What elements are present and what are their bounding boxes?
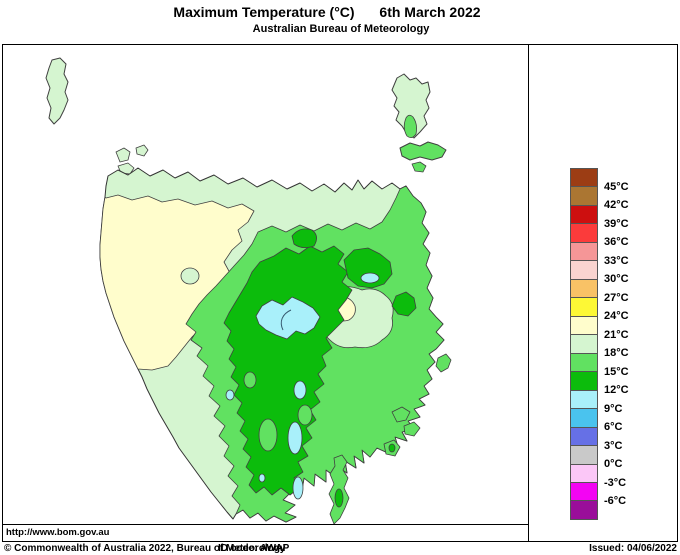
legend-label: 21°C <box>604 328 629 341</box>
legend-swatch <box>570 278 598 299</box>
legend-swatch <box>570 297 598 317</box>
legend-label: -6°C <box>604 495 627 508</box>
legend-swatch <box>570 408 598 428</box>
footer-copyright: © Commonwealth of Australia 2022, Bureau… <box>4 543 286 554</box>
legend-label: 6°C <box>604 421 623 434</box>
legend-label: 15°C <box>604 365 629 378</box>
legend-swatch <box>570 463 598 483</box>
url-box: http://www.bom.gov.au <box>2 524 528 540</box>
legend-divider <box>528 44 529 541</box>
legend-labels: 45°C 42°C 39°C 36°C 33°C 30°C 27°C 24°C 21°C 18°C… <box>604 168 649 520</box>
legend-label: 42°C <box>604 199 629 212</box>
legend-label: 18°C <box>604 347 629 360</box>
footer-id-code: ID code: AWAP <box>218 543 290 554</box>
legend-swatch <box>570 371 598 391</box>
legend-label: 3°C <box>604 439 623 452</box>
legend-label: -3°C <box>604 476 627 489</box>
page-title: Maximum Temperature (°C) <box>173 4 355 20</box>
legend-label: 9°C <box>604 402 623 415</box>
legend-swatch <box>570 445 598 465</box>
legend-label: 45°C <box>604 180 629 193</box>
legend-label: 30°C <box>604 273 629 286</box>
page-title-date: 6th March 2022 <box>379 4 481 20</box>
legend-swatch <box>570 241 598 262</box>
legend-swatch <box>570 389 598 410</box>
legend-swatch <box>570 260 598 280</box>
legend-swatch <box>570 481 598 502</box>
legend-swatch <box>570 186 598 206</box>
legend-swatch <box>570 334 598 354</box>
legend-swatch <box>570 352 598 373</box>
legend-label: 27°C <box>604 291 629 304</box>
legend-label: 0°C <box>604 458 623 471</box>
legend-swatch <box>570 223 598 243</box>
legend-label: 36°C <box>604 236 629 249</box>
legend-swatch <box>570 500 598 520</box>
legend-label: 12°C <box>604 384 629 397</box>
legend-swatch <box>570 315 598 336</box>
legend-label: 39°C <box>604 217 629 230</box>
legend-swatch <box>570 168 598 188</box>
legend-swatch <box>570 426 598 447</box>
legend-swatch <box>570 204 598 225</box>
bom-url: http://www.bom.gov.au <box>6 527 110 538</box>
page-subtitle: Australian Bureau of Meteorology <box>252 23 430 35</box>
legend-label: 33°C <box>604 254 629 267</box>
legend-label: 24°C <box>604 310 629 323</box>
legend-swatches <box>570 168 598 520</box>
footer-issued-date: Issued: 04/06/2022 <box>589 543 677 554</box>
